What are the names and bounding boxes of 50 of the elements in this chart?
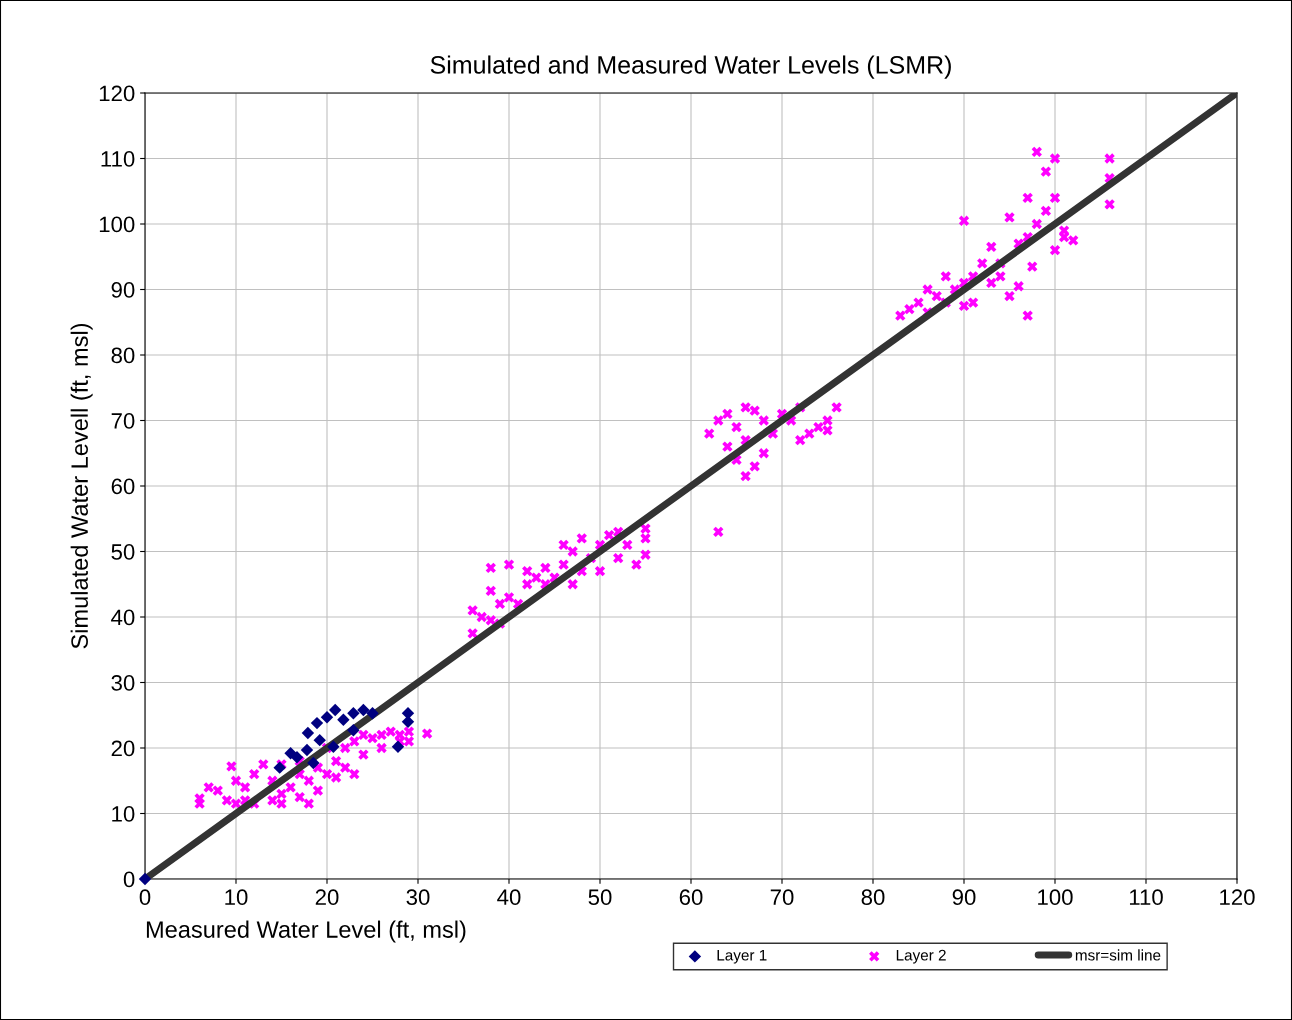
x-tick-label: 30 bbox=[406, 889, 430, 906]
x-tick-label: 40 bbox=[497, 889, 521, 906]
x-tick-label: 10 bbox=[225, 889, 248, 906]
y-tick-label: 0 bbox=[123, 871, 135, 888]
x-tick-label: 20 bbox=[315, 889, 339, 906]
point bbox=[273, 761, 286, 774]
x-tick-label: 90 bbox=[952, 889, 976, 906]
legend-label: msr=sim line bbox=[1075, 949, 1161, 961]
point bbox=[357, 703, 370, 717]
point bbox=[347, 707, 360, 720]
y-axis-title: Simulated Water Levell (ft, msl) bbox=[70, 323, 93, 649]
point bbox=[320, 711, 334, 724]
y-tick-label: 40 bbox=[111, 609, 135, 626]
x-tick-label: 60 bbox=[679, 889, 703, 906]
y-tick-label: 110 bbox=[101, 151, 135, 167]
x-tick-label: 0 bbox=[139, 889, 151, 906]
y-tick-label: 60 bbox=[111, 478, 135, 495]
point bbox=[347, 724, 360, 737]
y-tick-label: 10 bbox=[112, 806, 135, 822]
point bbox=[313, 733, 326, 747]
point bbox=[290, 750, 304, 764]
x-tick-label: 50 bbox=[588, 889, 612, 906]
point bbox=[138, 872, 152, 886]
x-tick-label: 80 bbox=[861, 889, 885, 906]
point bbox=[310, 716, 324, 730]
point bbox=[327, 740, 340, 753]
legend-label: Layer 1 bbox=[717, 949, 767, 964]
chart-title: Simulated and Measured Water Levels (LSMR) bbox=[430, 55, 951, 79]
y-tick-label: 90 bbox=[111, 282, 135, 298]
y-tick-label: 20 bbox=[111, 740, 135, 757]
point bbox=[301, 726, 315, 740]
y-tick-label: 120 bbox=[99, 85, 135, 102]
x-tick-label: 70 bbox=[770, 889, 794, 906]
y-tick-label: 50 bbox=[111, 544, 135, 560]
legend-label: Layer 2 bbox=[896, 949, 946, 964]
x-tick-label: 100 bbox=[1038, 889, 1073, 906]
point bbox=[337, 713, 350, 727]
y-tick-label: 70 bbox=[111, 413, 135, 429]
point bbox=[328, 703, 342, 717]
point bbox=[366, 707, 379, 720]
x-tick-label: 120 bbox=[1220, 889, 1255, 906]
point bbox=[391, 740, 405, 753]
y-tick-label: 80 bbox=[111, 347, 135, 364]
x-tick-label: 110 bbox=[1129, 889, 1163, 906]
y-tick-label: 30 bbox=[111, 675, 135, 691]
y-tick-label: 100 bbox=[99, 216, 135, 233]
point bbox=[300, 743, 314, 757]
point bbox=[401, 715, 415, 729]
x-axis-title: Measured Water Level (ft, msl) bbox=[146, 920, 466, 943]
point bbox=[307, 756, 320, 770]
